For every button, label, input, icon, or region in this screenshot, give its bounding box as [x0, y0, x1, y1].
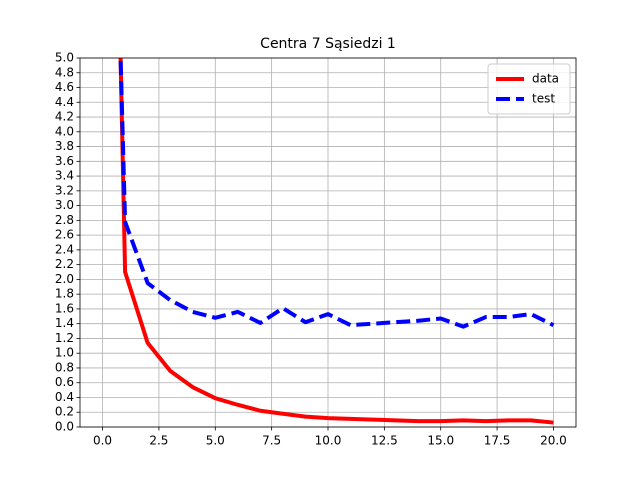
y-tick-label: 4.2	[55, 110, 74, 124]
y-tick-label: 4.8	[55, 65, 74, 79]
y-tick-label: 0.4	[55, 390, 74, 404]
y-tick-label: 1.2	[55, 331, 74, 345]
y-tick-label: 0.2	[55, 405, 74, 419]
x-tick-label: 12.5	[371, 434, 398, 448]
y-tick-label: 0.8	[55, 360, 74, 374]
y-tick-label: 0.6	[55, 375, 74, 389]
y-tick-label: 0.0	[55, 420, 74, 434]
x-tick-label: 15.0	[427, 434, 454, 448]
y-tick-label: 4.0	[55, 124, 74, 138]
line-series	[118, 58, 555, 329]
y-tick-label: 2.0	[55, 272, 74, 286]
legend-box	[487, 63, 571, 115]
y-tick-label: 5.0	[55, 51, 74, 65]
y-tick-label: 1.6	[55, 301, 74, 315]
y-tick-label: 2.2	[55, 257, 74, 271]
x-tick-label: 20.0	[540, 434, 567, 448]
y-tick-label: 4.4	[55, 95, 74, 109]
y-tick-label: 3.4	[55, 169, 74, 183]
legend-label: data	[532, 72, 559, 86]
y-tick-label: 3.2	[55, 183, 74, 197]
y-tick-label: 2.6	[55, 228, 74, 242]
y-tick-label: 3.8	[55, 139, 74, 153]
x-tick-label: 5.0	[206, 434, 225, 448]
x-tick-label: 17.5	[484, 434, 511, 448]
line-series	[118, 58, 554, 425]
y-tick-label: 2.4	[55, 242, 74, 256]
y-tick-label: 1.0	[55, 346, 74, 360]
x-tick-label: 0.0	[93, 434, 112, 448]
chart-title: Centra 7 Sąsiedzi 1	[260, 36, 396, 52]
x-tick-label: 10.0	[315, 434, 342, 448]
x-tick-label: 2.5	[149, 434, 168, 448]
y-tick-label: 3.0	[55, 198, 74, 212]
y-tick-label: 2.8	[55, 213, 74, 227]
x-tick-label: 7.5	[262, 434, 281, 448]
y-tick-label: 1.4	[55, 316, 74, 330]
plot-area	[118, 58, 555, 425]
y-tick-label: 1.8	[55, 287, 74, 301]
legend-label: test	[532, 92, 555, 106]
y-tick-label: 3.6	[55, 154, 74, 168]
y-tick-label: 4.6	[55, 80, 74, 94]
axes-frame	[79, 57, 577, 428]
